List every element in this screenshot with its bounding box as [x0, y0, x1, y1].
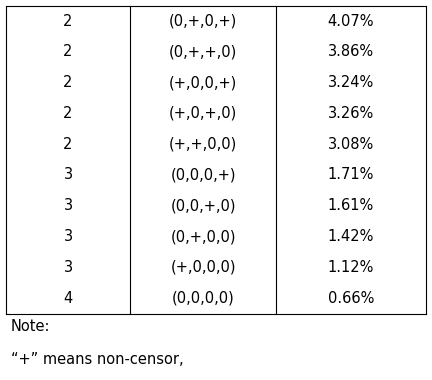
Text: 3: 3 [64, 260, 73, 275]
Text: 3.24%: 3.24% [328, 75, 374, 90]
Text: (0,+,0,+): (0,+,0,+) [169, 14, 237, 28]
Text: Note:: Note: [11, 319, 50, 334]
Text: (+,+,0,0): (+,+,0,0) [169, 137, 237, 152]
Text: 3: 3 [64, 168, 73, 182]
Text: 2: 2 [64, 75, 73, 90]
Text: 3.08%: 3.08% [328, 137, 374, 152]
Text: (0,0,+,0): (0,0,+,0) [170, 198, 236, 213]
Text: 2: 2 [64, 106, 73, 121]
Text: 2: 2 [64, 14, 73, 28]
Text: 2: 2 [64, 44, 73, 59]
Text: “+” means non-censor,: “+” means non-censor, [11, 352, 184, 367]
Text: 0.66%: 0.66% [328, 291, 374, 306]
Text: 1.12%: 1.12% [328, 260, 374, 275]
Text: (+,0,+,0): (+,0,+,0) [169, 106, 237, 121]
Text: 2: 2 [64, 137, 73, 152]
Text: 3.26%: 3.26% [328, 106, 374, 121]
Text: 1.42%: 1.42% [328, 229, 374, 244]
Text: (0,+,+,0): (0,+,+,0) [169, 44, 237, 59]
Text: (+,0,0,+): (+,0,0,+) [169, 75, 237, 90]
Text: (0,0,0,+): (0,0,0,+) [170, 168, 236, 182]
Text: 4: 4 [64, 291, 73, 306]
Text: 1.71%: 1.71% [328, 168, 374, 182]
Text: (0,0,0,0): (0,0,0,0) [172, 291, 235, 306]
Text: 3.86%: 3.86% [328, 44, 374, 59]
Text: 3: 3 [64, 229, 73, 244]
Text: (0,+,0,0): (0,+,0,0) [170, 229, 236, 244]
Text: 1.61%: 1.61% [328, 198, 374, 213]
Text: 3: 3 [64, 198, 73, 213]
Text: 4.07%: 4.07% [328, 14, 374, 28]
Text: (+,0,0,0): (+,0,0,0) [170, 260, 236, 275]
